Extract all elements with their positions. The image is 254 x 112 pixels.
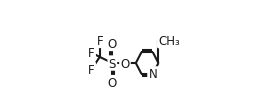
Text: CH₃: CH₃ (158, 35, 180, 47)
Text: O: O (120, 57, 130, 70)
Text: F: F (88, 47, 95, 60)
Text: O: O (108, 76, 117, 89)
Text: F: F (88, 64, 95, 76)
Text: S: S (109, 57, 116, 70)
Text: F: F (97, 35, 103, 47)
Text: O: O (108, 38, 117, 51)
Text: N: N (148, 68, 157, 81)
